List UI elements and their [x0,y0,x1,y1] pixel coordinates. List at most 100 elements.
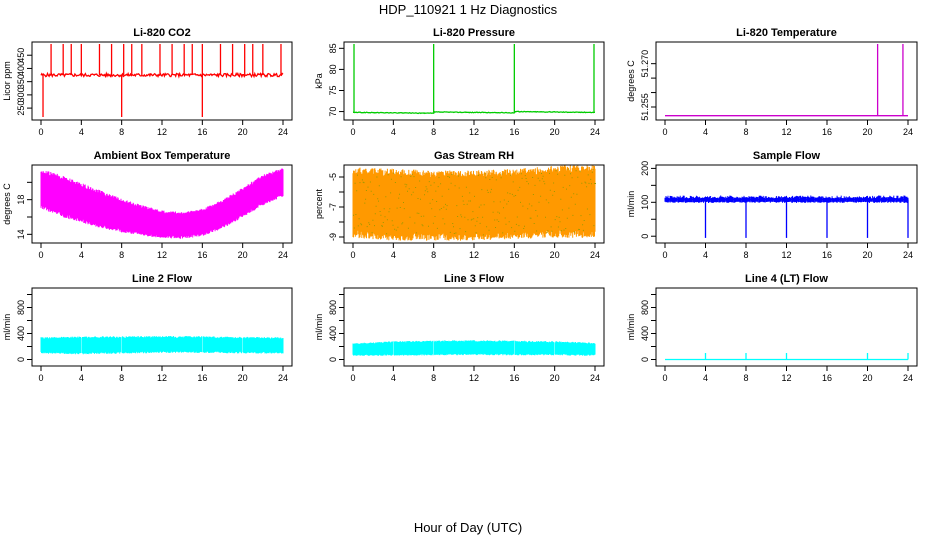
x-tick-label: 16 [509,373,519,383]
y-tick-label: 450 [16,48,26,63]
series-marks [352,44,596,115]
panel-ylabel: kPa [314,73,324,89]
x-tick-label: 8 [119,250,124,260]
x-axis: 0 4 8 12 16 20 24 [350,366,600,383]
x-tick-label: 24 [590,127,600,137]
y-tick-label: 800 [640,300,650,315]
x-tick-label: 8 [119,373,124,383]
x-tick-label: 4 [79,250,84,260]
x-tick-label: 12 [469,127,479,137]
x-axis: 0 4 8 12 16 20 24 [662,366,913,383]
x-tick-label: 12 [157,127,167,137]
y-axis: 0 400 800 [328,294,344,362]
x-tick-label: 16 [822,373,832,383]
x-tick-label: 24 [903,373,913,383]
figure-xlabel: Hour of Day (UTC) [414,520,522,535]
x-tick-label: 24 [903,250,913,260]
series-marks [665,353,909,361]
y-tick-label: 350 [16,74,26,89]
y-axis: 70 75 80 85 [328,43,344,117]
y-axis: 51.255 51.270 [640,50,656,121]
x-axis: 0 4 8 12 16 20 24 [38,243,288,260]
y-tick-label: 14 [16,229,26,239]
x-tick-label: 0 [350,250,355,260]
x-tick-label: 20 [550,373,560,383]
x-tick-label: 12 [157,373,167,383]
x-tick-label: 4 [703,373,708,383]
panel-4: Gas Stream RH percent 0 4 8 12 16 20 24 -9 -7 -5 [314,150,605,260]
panel-title: Line 4 (LT) Flow [745,273,828,285]
y-tick-label: 51.270 [640,50,650,78]
x-tick-label: 16 [197,250,207,260]
x-tick-label: 0 [38,373,43,383]
x-tick-label: 24 [903,127,913,137]
x-tick-label: 24 [278,127,288,137]
panel-ylabel: ml/min [2,314,12,341]
y-tick-label: 250 [16,101,26,116]
series-line [352,110,596,115]
y-tick-label: 200 [640,161,650,176]
x-tick-label: 8 [743,250,748,260]
panel-1: Li-820 Pressure kPa 0 4 8 12 16 20 24 70 75 80 85 [314,27,605,137]
panel-title: Line 3 Flow [444,273,504,285]
x-axis: 0 4 8 12 16 20 24 [38,366,288,383]
series-line [40,71,284,79]
y-tick-label: 0 [328,357,338,362]
x-tick-label: 4 [703,127,708,137]
x-tick-label: 12 [157,250,167,260]
x-axis: 0 4 8 12 16 20 24 [662,243,913,260]
series-marks [40,44,284,117]
x-tick-label: 12 [781,127,791,137]
x-tick-label: 8 [743,373,748,383]
x-tick-label: 4 [391,373,396,383]
x-tick-label: 24 [278,373,288,383]
panel-title: Li-820 Pressure [433,27,515,39]
y-tick-label: 800 [328,300,338,315]
panel-ylabel: percent [314,188,324,219]
y-tick-label: 400 [640,326,650,341]
y-tick-label: 100 [640,195,650,210]
y-tick-label: 800 [16,300,26,315]
x-tick-label: 20 [550,250,560,260]
y-axis: -9 -7 -5 [328,173,344,241]
panel-title: Gas Stream RH [434,150,514,162]
x-tick-label: 24 [590,373,600,383]
y-tick-label: -7 [328,203,338,211]
band-trace [352,165,596,241]
x-tick-label: 12 [781,250,791,260]
x-tick-label: 12 [781,373,791,383]
x-tick-label: 0 [350,127,355,137]
y-tick-label: 18 [16,195,26,205]
x-tick-label: 0 [662,250,667,260]
x-tick-label: 8 [431,127,436,137]
series-marks [40,336,284,355]
y-tick-label: -5 [328,173,338,181]
y-axis: 0 100 200 [640,161,656,239]
plot-frame [31,287,293,367]
series-marks [352,165,596,241]
panel-3: Ambient Box Temperature degrees C 0 4 8 12 16 2… [2,150,293,260]
x-tick-label: 8 [743,127,748,137]
x-tick-label: 20 [862,373,872,383]
plot-frame [343,41,605,121]
y-tick-label: 0 [640,357,650,362]
panel-ylabel: ml/min [314,314,324,341]
y-tick-label: 300 [16,87,26,102]
panel-title: Sample Flow [753,150,821,162]
y-axis: 0 400 800 [16,294,32,362]
series-marks [665,44,908,117]
x-tick-label: 4 [391,250,396,260]
band-trace [352,340,596,356]
y-tick-label: 400 [16,326,26,341]
x-tick-label: 16 [197,373,207,383]
band-secondary-trace [353,168,596,236]
band-trace [40,336,284,355]
y-tick-label: 400 [328,326,338,341]
panel-2: Li-820 Temperature degrees C 0 4 8 12 16 20 24 51… [626,27,918,137]
series-marks [352,340,596,356]
x-tick-label: 16 [822,127,832,137]
x-tick-label: 20 [238,250,248,260]
x-tick-label: 4 [703,250,708,260]
x-tick-label: 12 [469,373,479,383]
